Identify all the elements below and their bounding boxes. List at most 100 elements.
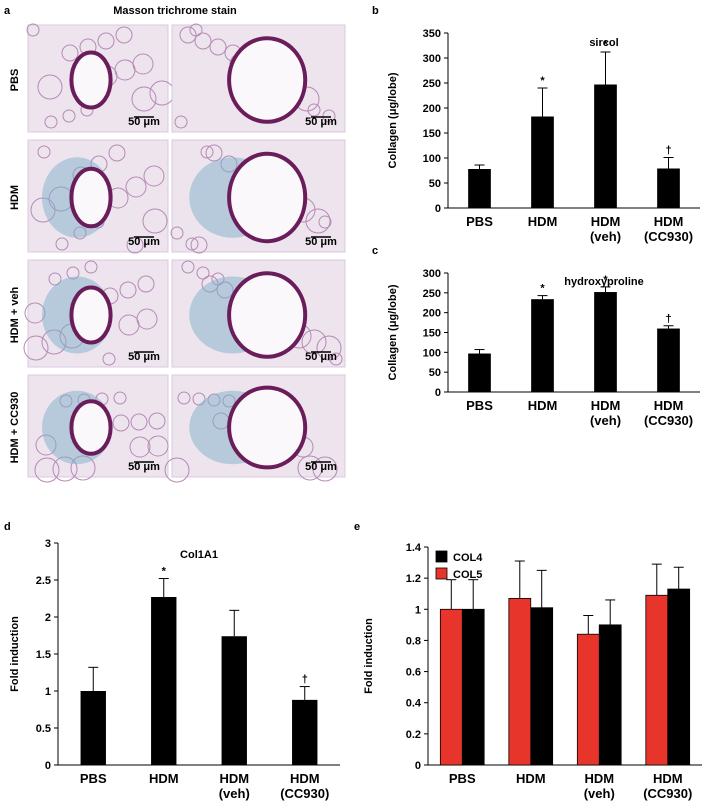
tissue: [148, 412, 166, 430]
tissue: [307, 103, 321, 117]
panel-letter: a: [4, 5, 11, 17]
tissue: [44, 115, 58, 129]
airway: [227, 271, 308, 359]
tissue: [329, 352, 343, 366]
tissue: [170, 226, 184, 240]
tissue: [34, 457, 60, 483]
y-tick-label: 0.5: [36, 723, 51, 735]
airway: [69, 166, 113, 229]
y-tick-label: 1: [45, 686, 51, 698]
tissue: [131, 86, 157, 112]
bar: [657, 168, 680, 208]
tissue: [61, 44, 79, 62]
tissue: [129, 436, 151, 458]
bar: [221, 636, 247, 765]
y-tick-label: 2: [45, 612, 51, 624]
bar: [530, 607, 554, 766]
x-tick-label: PBS: [466, 398, 493, 413]
y-tick-label: 0.2: [406, 729, 421, 741]
bar: [594, 84, 617, 208]
tissue: [185, 237, 199, 251]
x-tick-label: HDM (veh): [218, 771, 250, 801]
chart: b sircol Collagen (μg/lobe) 0 50 100 150 200 250…: [372, 5, 700, 215]
y-tick-label: 100: [423, 347, 441, 359]
y-tick-label: 0.4: [406, 698, 422, 710]
x-tick-label: HDM (CC930): [643, 398, 694, 428]
tissue: [177, 391, 191, 405]
legend-label: COL4: [453, 552, 483, 564]
y-tick-label: 250: [423, 288, 441, 300]
chart: c hydroxyproline Collagen (μg/lobe) 0 50 100 1…: [372, 245, 700, 399]
panel-letter: e: [354, 521, 360, 533]
x-tick-label: HDM (CC930): [643, 771, 693, 801]
bar: [439, 608, 463, 766]
tissue: [132, 53, 154, 75]
x-tick-label: HDM: [148, 771, 179, 786]
tissue: [181, 260, 195, 274]
significance-mark: †: [302, 674, 308, 686]
tissue: [48, 272, 62, 286]
significance-mark: †: [665, 145, 671, 157]
chart: e Fold induction 0 0.2 0.4 0.6 0.8 1 1.2 1.4 COL4 C…: [354, 521, 702, 772]
y-tick-label: 200: [423, 103, 441, 115]
x-tick-label: HDM (CC930): [280, 771, 330, 801]
significance-mark: †: [665, 313, 671, 325]
y-tick-label: 0: [45, 760, 51, 772]
bar: [576, 633, 600, 766]
bar: [292, 699, 318, 765]
x-tick-label: HDM (CC930): [643, 214, 694, 244]
y-tick-label: 1.4: [406, 542, 422, 554]
row-label: HDM + veh: [9, 286, 21, 343]
x-tick-label: HDM (veh): [583, 771, 615, 801]
scale-bar-label: 50 μm: [305, 116, 337, 128]
tissue: [26, 23, 40, 37]
tissue: [318, 215, 332, 229]
y-tick-label: 350: [423, 28, 441, 40]
tissue: [322, 109, 336, 123]
tissue: [113, 391, 127, 405]
row-label: HDM: [9, 185, 21, 210]
y-tick-label: 200: [423, 308, 441, 320]
tissue: [84, 260, 98, 274]
y-tick-label: 50: [429, 178, 441, 190]
y-axis-label: Fold induction: [363, 618, 375, 694]
y-axis-label: Collagen (μg/lobe): [387, 284, 399, 380]
bar: [598, 624, 622, 766]
chart: d Col1A1 Fold induction 0 0.5 1 1.5 2 2.5 3 * †: [4, 521, 340, 772]
panel-title: Masson trichrome stain: [113, 5, 237, 17]
scale-bar-label: 50 μm: [128, 461, 160, 473]
tissue: [136, 308, 158, 330]
y-axis-label: Fold induction: [9, 616, 21, 692]
tissue: [200, 145, 214, 159]
bar: [594, 292, 617, 392]
y-tick-label: 1.5: [36, 649, 51, 661]
tissue: [108, 144, 126, 162]
tissue: [130, 413, 148, 431]
y-tick-label: 1: [415, 604, 421, 616]
y-tick-label: 300: [423, 53, 441, 65]
y-tick-label: 0: [415, 760, 421, 772]
tissue: [205, 144, 223, 162]
tissue: [316, 335, 342, 361]
scale-bar-label: 50 μm: [305, 236, 337, 248]
significance-mark: *: [540, 75, 545, 87]
tissue: [97, 32, 115, 50]
tissue: [37, 145, 51, 159]
tissue: [312, 456, 338, 482]
y-tick-label: 50: [429, 367, 441, 379]
airway: [69, 285, 113, 345]
chart-title: Col1A1: [180, 549, 218, 561]
y-tick-label: 150: [423, 128, 441, 140]
bar: [531, 299, 554, 392]
tissue: [174, 115, 188, 129]
bar: [468, 353, 491, 392]
x-tick-label: HDM: [527, 398, 558, 413]
x-tick-label: HDM: [527, 214, 558, 229]
significance-mark: *: [603, 39, 608, 51]
tissue: [62, 109, 76, 123]
tissue: [305, 208, 331, 234]
tissue: [23, 335, 49, 361]
legend-label: COL5: [453, 569, 482, 581]
panel-letter: d: [4, 521, 11, 533]
